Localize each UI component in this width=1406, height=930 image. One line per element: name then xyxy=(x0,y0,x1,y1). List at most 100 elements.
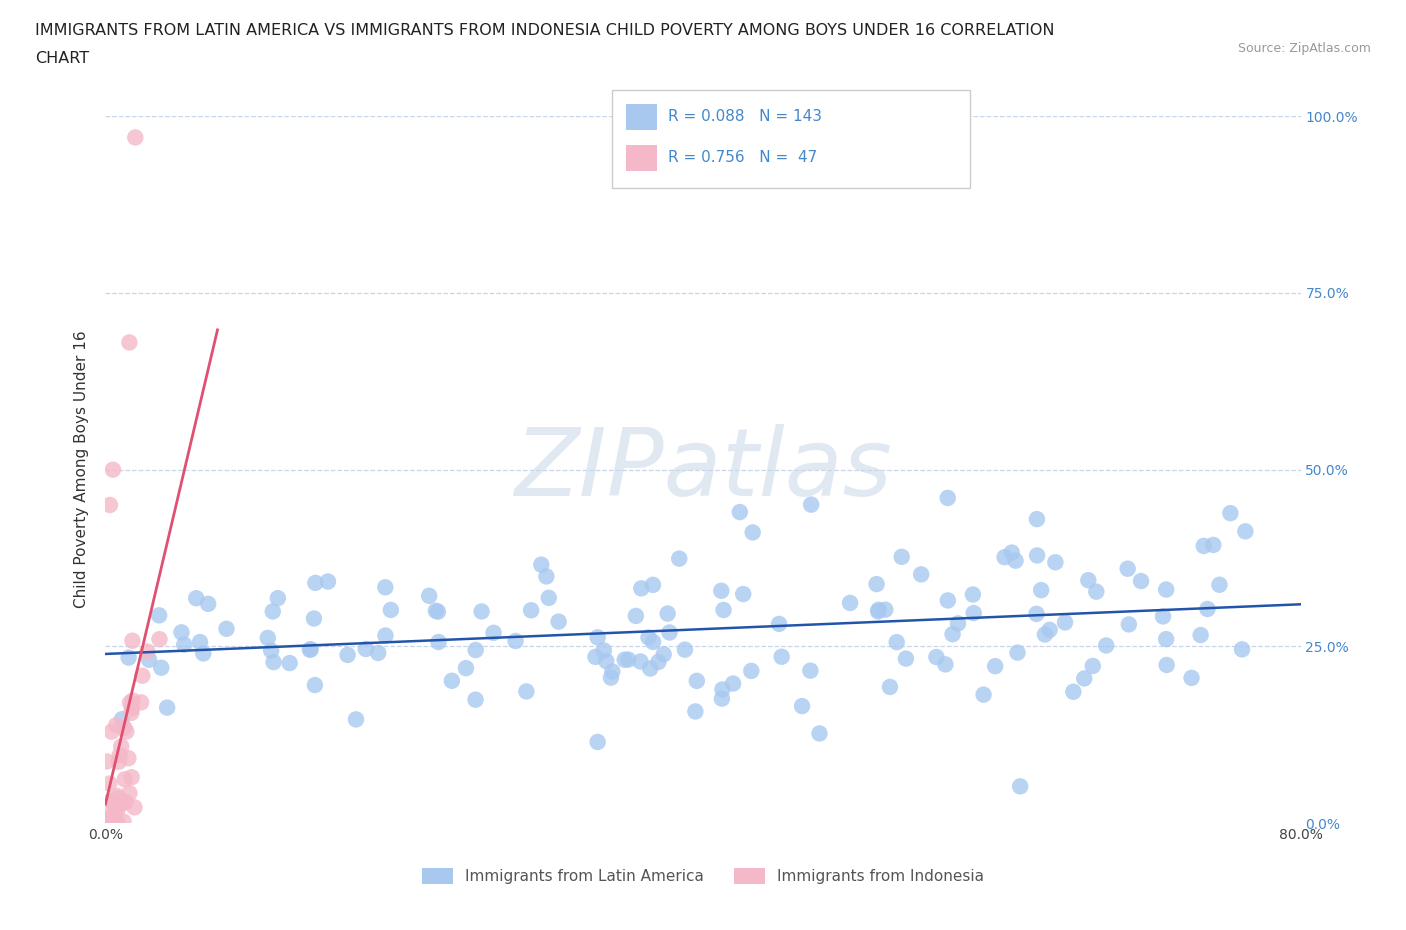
Point xyxy=(770,649,793,664)
Point xyxy=(530,557,553,572)
Point xyxy=(115,724,138,739)
Point xyxy=(471,604,494,618)
Point xyxy=(121,693,143,708)
Point xyxy=(101,816,124,830)
Point xyxy=(173,637,195,652)
Point xyxy=(741,525,763,540)
Point xyxy=(592,643,614,658)
Point xyxy=(879,680,901,695)
Point xyxy=(1073,671,1095,686)
Point xyxy=(936,593,959,608)
Point xyxy=(124,800,146,815)
Point xyxy=(260,644,283,658)
Point xyxy=(262,604,284,618)
Point xyxy=(721,676,744,691)
Point xyxy=(868,603,890,618)
Point xyxy=(1152,609,1174,624)
Point xyxy=(215,621,238,636)
Point xyxy=(894,651,917,666)
Point xyxy=(336,647,359,662)
Point xyxy=(993,550,1015,565)
Point xyxy=(104,816,127,830)
Point xyxy=(868,604,890,618)
Point xyxy=(117,650,139,665)
Point xyxy=(98,498,121,512)
Point xyxy=(1208,578,1230,592)
Point xyxy=(586,630,609,644)
Point xyxy=(100,724,122,739)
Point xyxy=(630,581,652,596)
Point xyxy=(713,603,735,618)
Point xyxy=(936,490,959,505)
Point xyxy=(657,606,679,621)
Point xyxy=(148,631,170,646)
Point xyxy=(426,604,449,619)
Point xyxy=(630,654,652,669)
Point xyxy=(97,816,120,830)
Point xyxy=(105,803,128,817)
Point xyxy=(121,633,143,648)
Point xyxy=(1026,548,1049,563)
Point xyxy=(1081,658,1104,673)
Point xyxy=(1010,779,1032,794)
Text: R = 0.756   N =  47: R = 0.756 N = 47 xyxy=(668,150,817,165)
Point xyxy=(643,634,665,649)
Point xyxy=(425,604,447,618)
Text: CHART: CHART xyxy=(35,51,89,66)
Point xyxy=(299,642,322,657)
Point xyxy=(637,630,659,644)
Point xyxy=(107,754,129,769)
Point xyxy=(108,748,131,763)
Point xyxy=(118,696,141,711)
Point xyxy=(150,660,173,675)
Point xyxy=(298,643,321,658)
Point xyxy=(117,751,139,765)
Point xyxy=(1234,524,1257,538)
Point xyxy=(984,658,1007,673)
Point xyxy=(131,669,153,684)
Point xyxy=(427,634,450,649)
Point xyxy=(733,587,755,602)
Point xyxy=(354,642,377,657)
Point xyxy=(96,816,118,830)
Point xyxy=(1007,645,1029,660)
Y-axis label: Child Poverty Among Boys Under 16: Child Poverty Among Boys Under 16 xyxy=(75,331,90,608)
Point xyxy=(101,462,124,477)
Point xyxy=(374,580,396,595)
Point xyxy=(256,631,278,645)
Point xyxy=(193,646,215,661)
Point xyxy=(740,663,762,678)
Point xyxy=(374,628,396,643)
Point xyxy=(112,814,135,829)
Point xyxy=(418,589,440,604)
Text: R = 0.088   N = 143: R = 0.088 N = 143 xyxy=(668,109,823,124)
Point xyxy=(482,625,505,640)
Point xyxy=(963,605,986,620)
Point xyxy=(107,790,129,805)
Point xyxy=(96,812,118,827)
Point xyxy=(344,712,367,727)
Point xyxy=(278,656,301,671)
Point xyxy=(114,794,136,809)
Point xyxy=(973,687,995,702)
Point xyxy=(186,591,208,605)
Point xyxy=(886,634,908,649)
Point xyxy=(1045,555,1067,570)
Point xyxy=(197,596,219,611)
Point xyxy=(799,663,821,678)
Point xyxy=(686,673,709,688)
Point xyxy=(1095,638,1118,653)
Point xyxy=(600,671,623,685)
Point xyxy=(710,691,733,706)
Point xyxy=(652,647,675,662)
Point xyxy=(1192,538,1215,553)
Point xyxy=(454,660,477,675)
Point xyxy=(595,654,617,669)
Point xyxy=(103,816,125,830)
Point xyxy=(768,617,790,631)
Point xyxy=(380,603,402,618)
Point xyxy=(1033,627,1056,642)
Point xyxy=(515,684,537,698)
Point xyxy=(304,678,326,693)
Point xyxy=(728,505,751,520)
